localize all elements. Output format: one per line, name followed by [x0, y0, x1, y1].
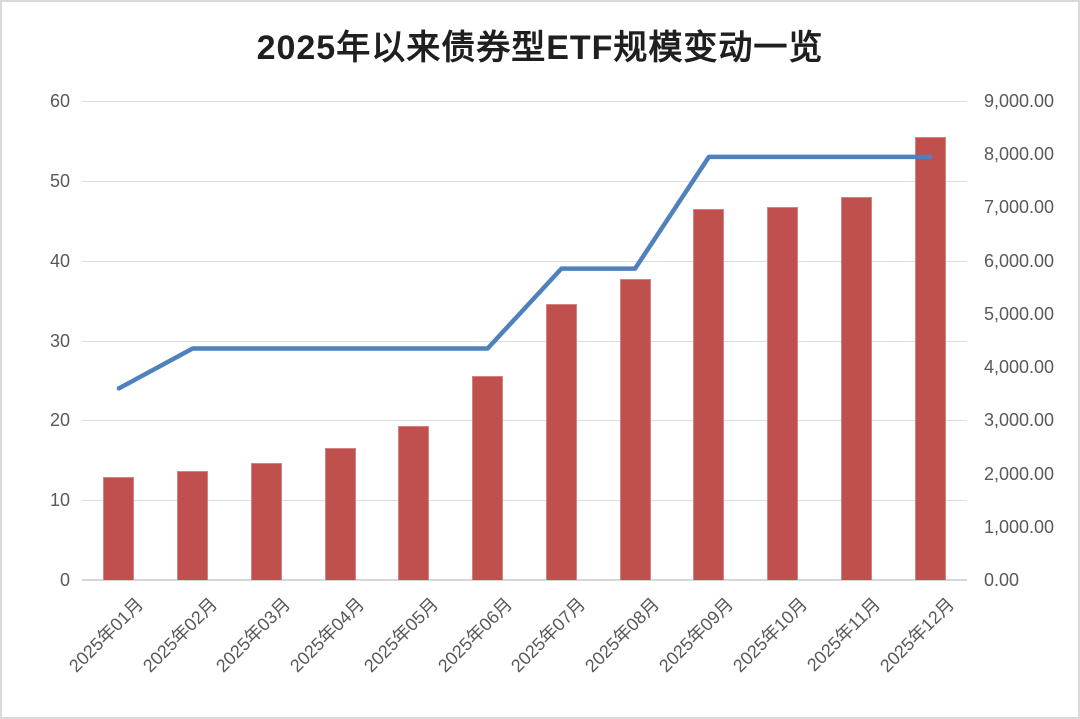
gridline	[82, 340, 967, 342]
right-axis-tick-label: 8,000.00	[984, 144, 1055, 165]
right-axis-tick-label: 6,000.00	[984, 250, 1055, 271]
left-axis-tick-label: 40	[49, 250, 70, 271]
right-axis-tick-label: 5,000.00	[984, 303, 1055, 324]
left-axis-tick-label: 60	[49, 91, 70, 111]
left-axis-tick-label: 10	[49, 490, 70, 511]
bar	[619, 278, 651, 580]
right-axis-tick-label: 7,000.00	[984, 197, 1055, 218]
right-axis-tick-label: 1,000.00	[984, 516, 1055, 537]
right-axis-tick-label: 2,000.00	[984, 463, 1055, 484]
right-axis-tick-label: 3,000.00	[984, 410, 1055, 431]
bar	[545, 304, 577, 580]
x-axis-line	[82, 579, 967, 581]
right-axis-tick-label: 4,000.00	[984, 357, 1055, 378]
bar	[177, 471, 209, 580]
gridline	[82, 101, 967, 102]
trend-line-layer	[116, 154, 933, 391]
bar	[767, 206, 799, 580]
bar	[324, 448, 356, 580]
bar	[250, 463, 282, 580]
bar	[914, 137, 946, 580]
bar	[472, 375, 504, 580]
left-axis-tick-label: 0	[59, 570, 70, 590]
left-axis-tick-label: 20	[49, 410, 70, 431]
right-axis-tick-label: 9,000.00	[984, 91, 1055, 111]
left-axis-tick-label: 30	[49, 330, 70, 351]
gridline	[82, 500, 967, 502]
gridline	[82, 260, 967, 262]
plot-area	[82, 101, 967, 581]
trend-line	[116, 154, 933, 391]
gridline	[82, 420, 967, 422]
left-axis-tick-label: 50	[49, 170, 70, 191]
gridline	[82, 180, 967, 182]
right-axis-tick-label: 0.00	[984, 570, 1020, 590]
bar	[840, 196, 872, 580]
bar	[693, 209, 725, 580]
bar	[103, 477, 135, 580]
bar	[398, 425, 430, 580]
chart-title: 2025年以来债券型ETF规模变动一览	[256, 29, 824, 67]
